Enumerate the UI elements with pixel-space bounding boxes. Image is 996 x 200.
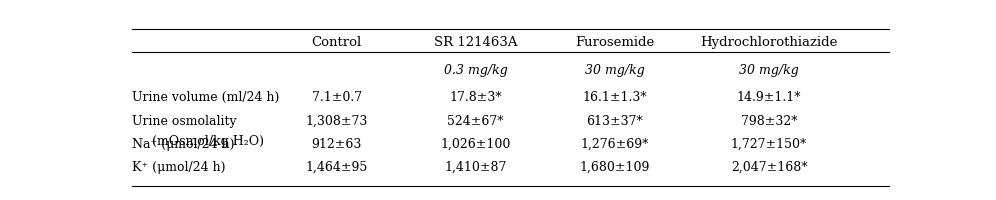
Text: SR 121463A: SR 121463A [434, 36, 518, 49]
Text: 1,276±69*: 1,276±69* [581, 138, 648, 151]
Text: 14.9±1.1*: 14.9±1.1* [737, 91, 802, 104]
Text: 17.8±3*: 17.8±3* [449, 91, 502, 104]
Text: 1,026±100: 1,026±100 [440, 138, 511, 151]
Text: Urine osmolality: Urine osmolality [132, 115, 237, 128]
Text: Furosemide: Furosemide [575, 36, 654, 49]
Text: 7.1±0.7: 7.1±0.7 [312, 91, 362, 104]
Text: 1,727±150*: 1,727±150* [731, 138, 807, 151]
Text: 2,047±168*: 2,047±168* [731, 161, 808, 174]
Text: 30 mg/kg: 30 mg/kg [585, 64, 644, 77]
Text: 1,680±109: 1,680±109 [580, 161, 649, 174]
Text: Urine volume (ml/24 h): Urine volume (ml/24 h) [132, 91, 280, 104]
Text: 16.1±1.3*: 16.1±1.3* [583, 91, 647, 104]
Text: 1,308±73: 1,308±73 [306, 115, 368, 128]
Text: 524±67*: 524±67* [447, 115, 504, 128]
Text: 798±32*: 798±32* [741, 115, 797, 128]
Text: Na⁺ (μmol/24 h): Na⁺ (μmol/24 h) [132, 138, 235, 151]
Text: 30 mg/kg: 30 mg/kg [739, 64, 799, 77]
Text: 0.3 mg/kg: 0.3 mg/kg [444, 64, 508, 77]
Text: (mOsmol/kg H₂O): (mOsmol/kg H₂O) [151, 135, 264, 148]
Text: 1,464±95: 1,464±95 [306, 161, 368, 174]
Text: 912±63: 912±63 [312, 138, 362, 151]
Text: 1,410±87: 1,410±87 [444, 161, 507, 174]
Text: 613±37*: 613±37* [587, 115, 643, 128]
Text: K⁺ (μmol/24 h): K⁺ (μmol/24 h) [132, 161, 226, 174]
Text: Control: Control [312, 36, 362, 49]
Text: Hydrochlorothiazide: Hydrochlorothiazide [700, 36, 838, 49]
